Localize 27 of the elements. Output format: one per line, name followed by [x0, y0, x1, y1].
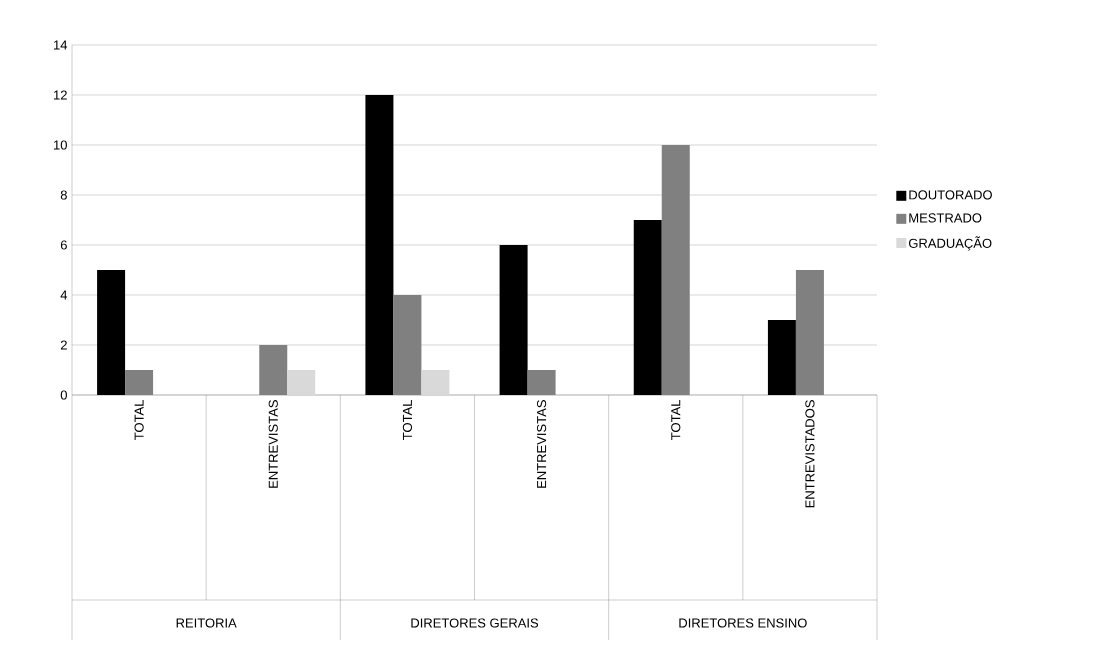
bar: [421, 370, 450, 395]
y-tick-label: 6: [60, 240, 67, 250]
legend-label: GRADUAÇÃO: [908, 236, 992, 251]
x-tick-label: ENTREVISTAS: [536, 400, 547, 488]
y-tick-label: 12: [54, 90, 67, 100]
y-tick-label: 10: [54, 140, 67, 150]
text: REITORIA: [176, 618, 237, 628]
bar: [365, 95, 394, 395]
y-tick-label: 4: [60, 290, 68, 300]
y-tick-label: 2: [60, 340, 67, 350]
legend-label: DOUTORADO: [909, 190, 992, 200]
bar: [97, 270, 126, 395]
y-tick-label: 14: [54, 40, 68, 50]
bar: [767, 320, 796, 395]
bar: [499, 245, 528, 395]
x-tick-label: TOTAL: [134, 399, 144, 440]
text: DIRETORES GERAIS: [411, 618, 539, 628]
y-tick-label: 8: [60, 190, 67, 200]
bar: [633, 220, 662, 395]
x-tick-label: TOTAL: [671, 399, 681, 440]
bar: [287, 370, 316, 395]
x-tick-label: ENTREVISTAS: [268, 400, 278, 488]
text: DIRETORES ENSINO: [679, 618, 807, 628]
y-tick-label: 0: [60, 390, 67, 400]
x-tick-label: TOTAL: [402, 399, 413, 440]
legend-label: MESTRADO: [909, 213, 982, 223]
x-tick-label: ENTREVISTADOS: [805, 400, 815, 508]
